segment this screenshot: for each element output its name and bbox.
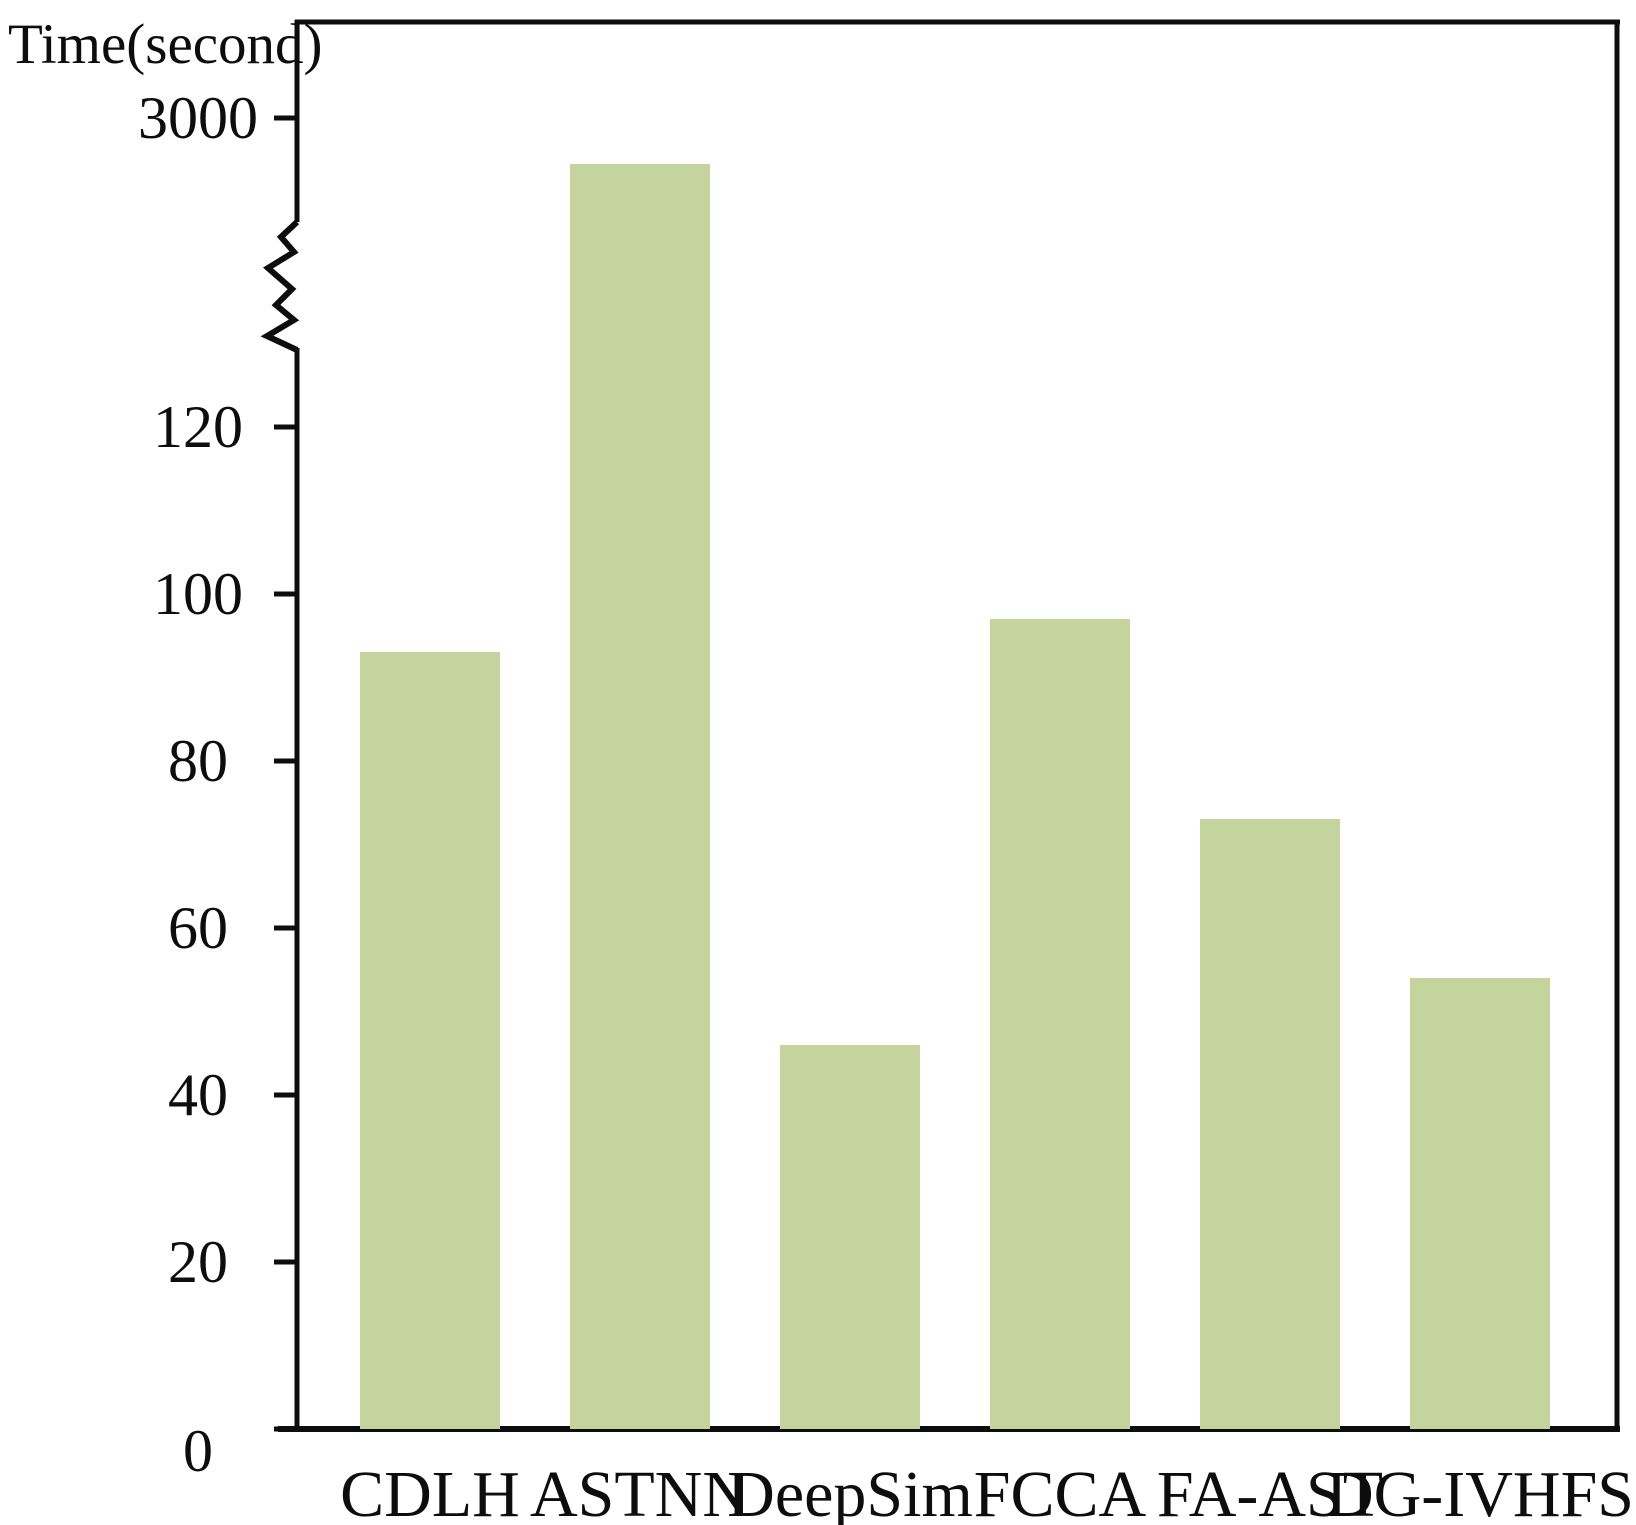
y-tick-label-0: 0 xyxy=(183,1418,213,1484)
y-axis-title: Time(second) xyxy=(8,13,323,76)
bar-CDLH xyxy=(360,652,500,1429)
y-tick-label-120: 120 xyxy=(153,394,243,460)
y-axis-break-zigzag xyxy=(260,219,300,353)
y-tick-label-80: 80 xyxy=(168,728,228,794)
bar-DG-IVHFS xyxy=(1410,978,1550,1429)
y-axis-tick-marks xyxy=(274,115,299,1432)
y-tick-label-20: 20 xyxy=(168,1229,228,1295)
y-tick-label-100: 100 xyxy=(153,561,243,627)
bar-ASTNN xyxy=(570,164,710,1429)
x-category-label-FA-AST: FA-AST xyxy=(1156,1458,1384,1525)
x-category-label-DeepSim: DeepSim xyxy=(727,1458,973,1525)
x-category-label-DG-IVHFS: DG-IVHFS xyxy=(1325,1458,1635,1525)
x-category-label-CDLH: CDLH xyxy=(340,1458,520,1525)
bar-DeepSim xyxy=(780,1044,920,1429)
bar-FCCA xyxy=(990,619,1130,1429)
y-tick-label-60: 60 xyxy=(168,895,228,961)
x-category-label-ASTNN: ASTNN xyxy=(529,1458,750,1525)
x-category-label-FCCA: FCCA xyxy=(973,1458,1147,1525)
y-tick-label-40: 40 xyxy=(168,1062,228,1128)
y-tick-label-3000: 3000 xyxy=(138,85,258,151)
bar-FA-AST xyxy=(1200,819,1340,1429)
